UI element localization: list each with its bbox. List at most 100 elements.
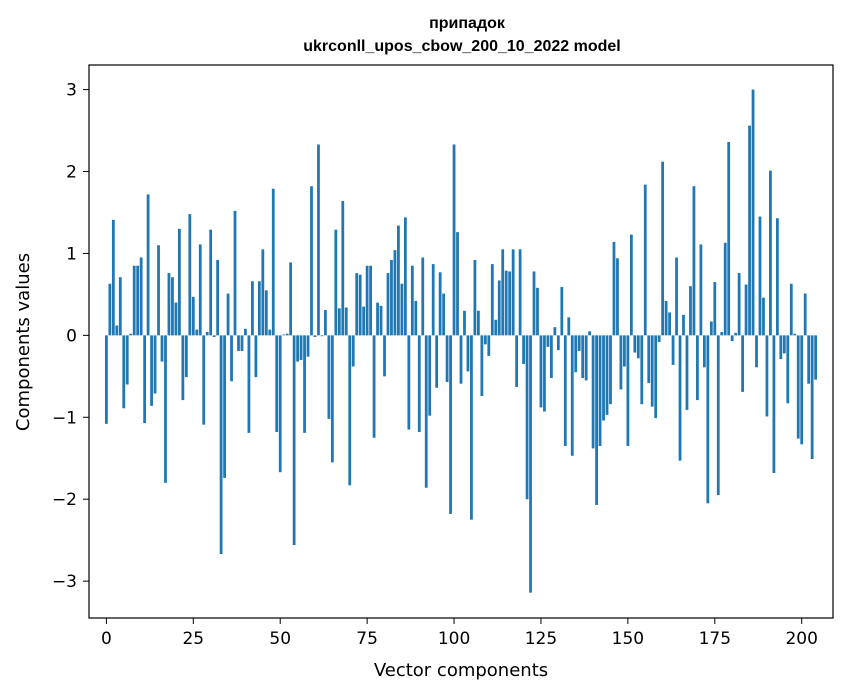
bar <box>473 259 477 336</box>
bar <box>553 327 557 336</box>
bar <box>584 335 588 381</box>
bar <box>570 335 574 456</box>
bar <box>546 335 550 347</box>
bar <box>327 335 331 419</box>
bar <box>424 335 428 488</box>
bar-series <box>104 89 818 593</box>
bar <box>702 335 706 368</box>
bar <box>244 328 247 336</box>
bar <box>476 310 480 336</box>
bar <box>483 335 487 345</box>
bar <box>452 144 456 336</box>
bar <box>640 335 644 405</box>
x-tick-label: 25 <box>182 629 204 649</box>
bar <box>525 335 529 500</box>
bar <box>157 245 160 336</box>
bar <box>487 335 491 356</box>
bar <box>536 287 539 336</box>
bar <box>118 277 122 336</box>
bar <box>421 257 425 336</box>
bar <box>713 282 717 336</box>
bar <box>650 335 654 407</box>
bar <box>810 335 814 460</box>
bar <box>181 335 185 401</box>
bar <box>567 317 571 336</box>
bar <box>303 335 306 433</box>
x-axis: 0 25 50 75 100 125 150 175 200 <box>101 618 818 649</box>
bar <box>758 216 762 336</box>
x-tick-label: 50 <box>269 629 291 649</box>
bar <box>348 335 352 486</box>
bar <box>171 277 174 336</box>
bar <box>334 229 338 336</box>
bar <box>619 335 623 390</box>
bar <box>543 335 546 412</box>
bar <box>442 293 446 336</box>
bar <box>150 335 153 406</box>
bar <box>111 219 115 336</box>
bar <box>358 274 362 336</box>
bar <box>612 241 616 336</box>
bar <box>678 335 682 461</box>
bar <box>115 325 119 336</box>
bar <box>598 335 602 446</box>
bar <box>344 307 348 336</box>
bar <box>668 312 671 336</box>
bar <box>337 308 341 336</box>
bar <box>456 232 459 336</box>
bar <box>365 265 369 336</box>
bar <box>317 144 320 336</box>
bar <box>178 228 181 336</box>
x-tick-label: 175 <box>699 629 731 649</box>
bar <box>574 335 578 373</box>
bar <box>675 257 678 336</box>
bar <box>577 335 581 351</box>
bar <box>734 332 738 336</box>
bar <box>369 265 372 336</box>
bar <box>257 281 261 336</box>
bar <box>748 125 751 336</box>
bar <box>132 265 136 336</box>
bar <box>779 335 783 360</box>
bar <box>511 249 515 336</box>
bar <box>518 249 522 336</box>
y-tick-label: 1 <box>66 244 77 264</box>
bar <box>428 335 432 416</box>
bar <box>139 257 143 336</box>
bar <box>723 242 727 336</box>
bar <box>664 300 668 336</box>
bar <box>136 265 140 336</box>
bar <box>240 335 244 351</box>
bar <box>143 335 147 424</box>
bar <box>609 335 612 405</box>
bar <box>696 335 699 401</box>
bar <box>581 335 585 378</box>
bar <box>313 335 317 337</box>
bar <box>623 335 626 367</box>
bar <box>616 258 619 336</box>
bar <box>765 335 769 417</box>
bar <box>330 335 334 463</box>
bar <box>661 161 665 336</box>
bar <box>153 335 157 394</box>
x-tick-label: 0 <box>101 629 112 649</box>
bar <box>814 335 818 380</box>
bar <box>129 333 133 336</box>
plot-frame <box>88 64 834 619</box>
bar <box>709 321 713 336</box>
bar <box>692 186 696 336</box>
bar <box>167 273 171 336</box>
bar <box>209 229 213 336</box>
bar <box>431 264 435 336</box>
bar <box>278 335 282 473</box>
bar <box>772 335 776 473</box>
bar <box>386 273 390 336</box>
bar <box>689 286 692 336</box>
bar <box>289 262 293 336</box>
bar <box>216 259 220 336</box>
bar <box>268 329 272 336</box>
bar <box>470 335 473 520</box>
x-tick-label: 75 <box>356 629 378 649</box>
bar <box>699 244 703 336</box>
bar <box>647 335 651 383</box>
